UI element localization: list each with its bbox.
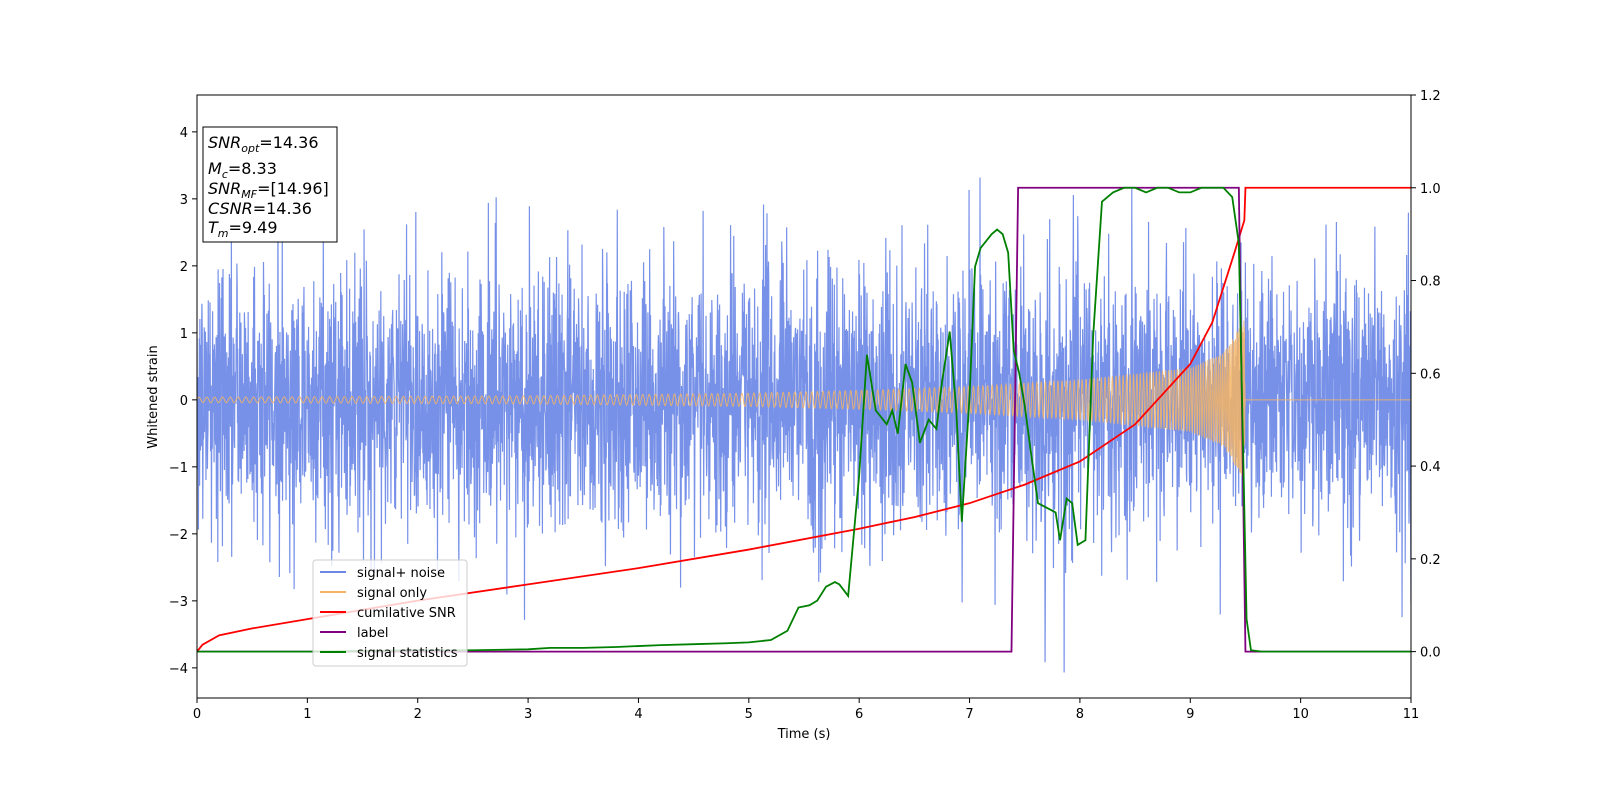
y-axis-left: −4 −3 −2 −1 0 1 2 3 4: [169, 126, 197, 677]
annotation-snr-mf: SNRMF=[14.96]: [208, 179, 329, 201]
plot-frame: [196, 94, 1412, 699]
x-tick-label: 2: [414, 707, 422, 722]
x-tick-label: 10: [1292, 707, 1309, 722]
series-signal-statistics: [197, 186, 1411, 653]
legend-label-signal-only: signal only: [357, 586, 427, 601]
y-tick-label: −2: [169, 528, 188, 543]
series-cumilative-snr: [197, 186, 1411, 653]
x-tick-label: 0: [193, 707, 201, 722]
y-tick-label: 3: [180, 193, 188, 208]
y-right-tick-label: 0.8: [1420, 275, 1441, 290]
series-signal-only: [197, 320, 1411, 477]
annotation-csnr: CSNR=14.36: [208, 199, 312, 218]
y-right-tick-label: 0.0: [1420, 646, 1441, 661]
y-tick-label: 0: [180, 394, 188, 409]
x-axis: 0 1 2 3 4 5 6 7 8 9 10 11: [193, 698, 1419, 722]
legend-frame: [312, 559, 468, 667]
x-tick-label: 3: [524, 707, 532, 722]
annotation-box: SNRopt=14.36 Mc=8.33 SNRMF=[14.96] CSNR=…: [202, 126, 338, 243]
annotation-frame: [202, 126, 338, 243]
y-right-tick-label: 1.2: [1420, 89, 1441, 104]
y-tick-label: 4: [180, 126, 188, 141]
annotation-snr-opt: SNRopt=14.36: [208, 133, 319, 155]
y-axis-right: 0.0 0.2 0.4 0.6 0.8 1.0 1.2: [1411, 89, 1441, 661]
plot-area: [197, 177, 1411, 673]
x-axis-label: Time (s): [777, 727, 831, 742]
x-tick-label: 4: [634, 707, 642, 722]
legend-label-label: label: [357, 626, 388, 641]
y-tick-label: −3: [169, 595, 188, 610]
annotation-tm: Tm=9.49: [208, 218, 278, 240]
x-tick-label: 7: [965, 707, 973, 722]
y-right-tick-label: 1.0: [1420, 182, 1441, 197]
x-tick-label: 8: [1076, 707, 1084, 722]
x-tick-label: 1: [303, 707, 311, 722]
x-tick-label: 11: [1403, 707, 1420, 722]
y-tick-label: 2: [180, 260, 188, 275]
annotation-mc: Mc=8.33: [208, 159, 277, 181]
x-tick-label: 9: [1186, 707, 1194, 722]
y-tick-label: 1: [180, 327, 188, 342]
y-axis-label: Whitened strain: [146, 345, 161, 448]
y-tick-label: −4: [169, 662, 188, 677]
x-tick-label: 5: [745, 707, 753, 722]
y-tick-label: −1: [169, 461, 188, 476]
legend: signal+ noise signal only cumilative SNR…: [312, 559, 468, 667]
y-right-tick-label: 0.6: [1420, 367, 1441, 382]
legend-label-signal-statistics: signal statistics: [357, 646, 458, 661]
legend-label-cumilative-snr: cumilative SNR: [357, 606, 456, 621]
legend-label-signal-noise: signal+ noise: [357, 566, 445, 581]
y-right-tick-label: 0.2: [1420, 553, 1441, 568]
x-tick-label: 6: [855, 707, 863, 722]
y-right-tick-label: 0.4: [1420, 460, 1441, 475]
